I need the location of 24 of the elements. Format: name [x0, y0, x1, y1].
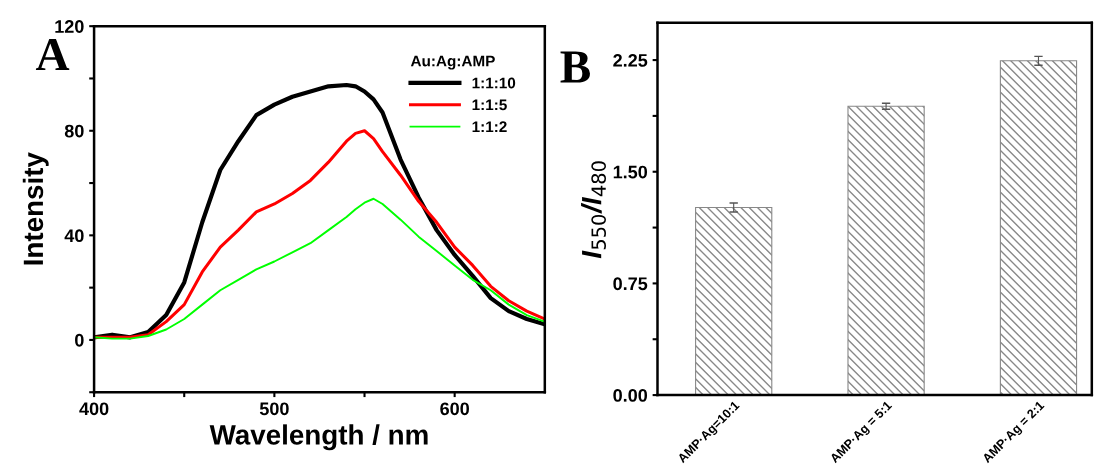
y-tick-label: 2.25 [613, 54, 648, 67]
text: A [35, 38, 70, 71]
y-tick-label: 0.00 [613, 389, 648, 402]
x-tick-label: 600 [440, 402, 469, 416]
line-series [94, 197, 545, 340]
y-tick-label: 1.50 [613, 165, 648, 179]
y-tick-label: 80 [64, 124, 84, 138]
y-tick-label: 120 [55, 20, 84, 33]
legend-label: 1:1:2 [472, 121, 507, 132]
legend-label: 1:1:10 [472, 77, 516, 89]
y-axis-title: Intensity [22, 152, 49, 265]
x-tick-label: 400 [79, 402, 109, 416]
text: B [560, 51, 590, 83]
bar [847, 105, 925, 396]
legend-title: Au:Ag:AMP [410, 55, 495, 70]
x-tick-label: 500 [259, 402, 289, 416]
y-tick-label: 0 [75, 333, 84, 347]
y-tick-label: 0.75 [613, 277, 648, 291]
bar [695, 206, 773, 396]
bar [999, 60, 1078, 396]
y-tick-label: 40 [64, 229, 84, 243]
legend-label: 1:1:5 [472, 99, 507, 111]
x-axis-title: Wavelength / nm [209, 424, 428, 451]
y-axis-title: I$_{550}$/I$_{480}$ [581, 161, 606, 259]
